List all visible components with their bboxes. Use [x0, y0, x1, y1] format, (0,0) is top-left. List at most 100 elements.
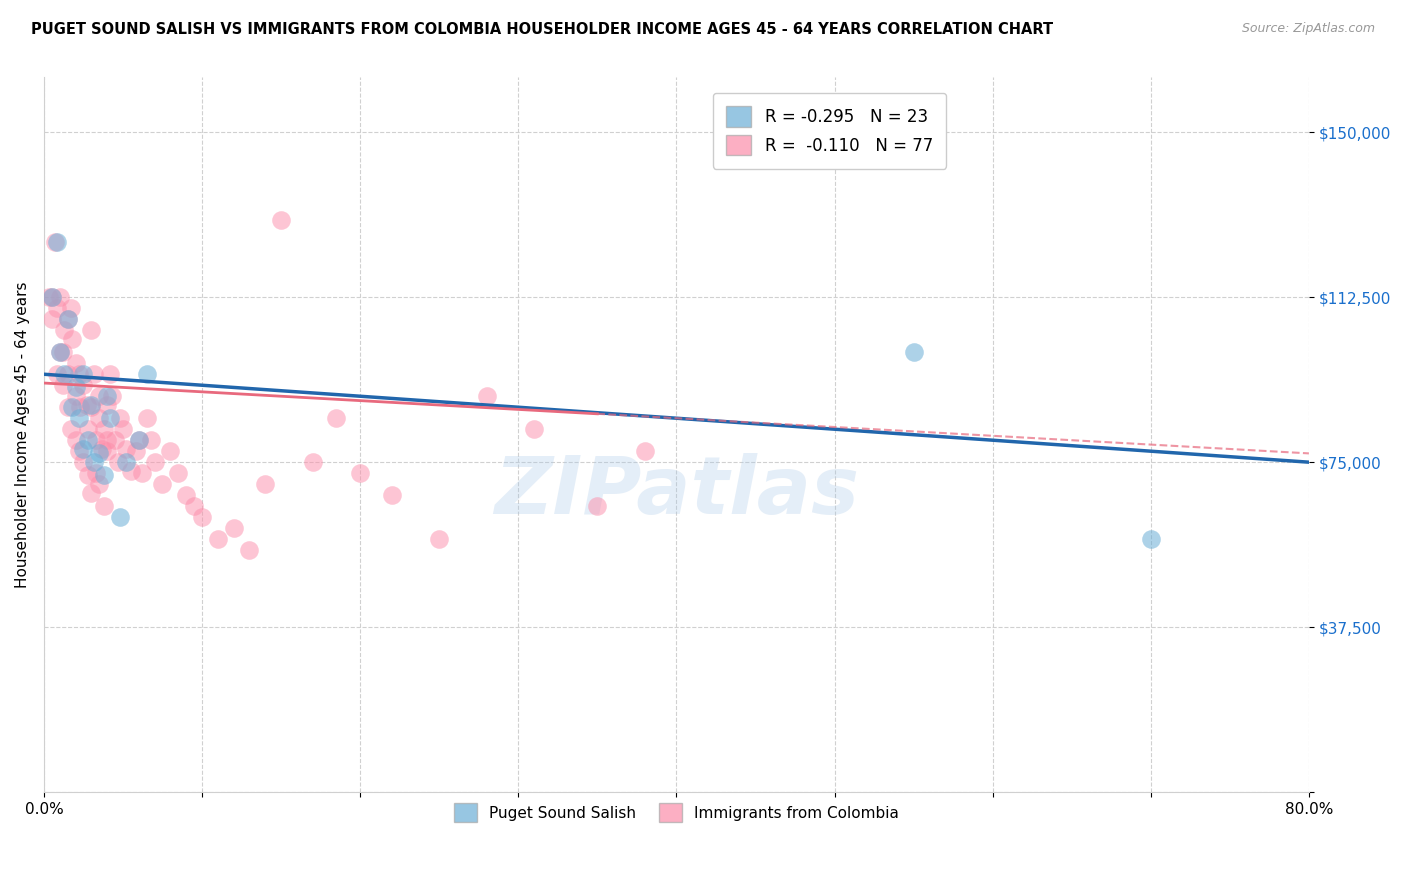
Point	[45, 368, 67, 382]
Point	[1139, 532, 1161, 546]
Point	[41, 290, 63, 304]
Point	[427, 532, 450, 546]
Point	[67, 444, 90, 458]
Point	[76, 398, 98, 412]
Point	[104, 433, 127, 447]
Point	[53, 368, 76, 382]
Point	[41, 312, 63, 326]
Point	[141, 433, 163, 447]
Point	[183, 499, 205, 513]
Point	[349, 466, 371, 480]
Point	[903, 345, 925, 359]
Point	[135, 411, 157, 425]
Point	[128, 433, 150, 447]
Point	[84, 433, 107, 447]
Point	[124, 444, 146, 458]
Point	[44, 235, 66, 250]
Point	[96, 433, 118, 447]
Text: ZIPatlas: ZIPatlas	[494, 453, 859, 531]
Point	[89, 477, 111, 491]
Point	[93, 499, 115, 513]
Point	[83, 455, 105, 469]
Point	[53, 323, 76, 337]
Point	[128, 433, 150, 447]
Point	[96, 398, 118, 412]
Point	[89, 411, 111, 425]
Point	[143, 455, 166, 469]
Point	[222, 521, 245, 535]
Point	[325, 411, 347, 425]
Point	[191, 510, 214, 524]
Point	[60, 332, 83, 346]
Point	[111, 422, 134, 436]
Point	[69, 401, 91, 415]
Point	[59, 301, 82, 316]
Point	[523, 422, 546, 436]
Point	[48, 345, 70, 359]
Point	[108, 411, 131, 425]
Point	[89, 446, 111, 460]
Point	[45, 235, 67, 250]
Point	[107, 455, 129, 469]
Legend: Puget Sound Salish, Immigrants from Colombia: Puget Sound Salish, Immigrants from Colo…	[441, 791, 911, 834]
Point	[38, 290, 60, 304]
Point	[52, 378, 75, 392]
Point	[77, 422, 100, 436]
Point	[115, 442, 138, 456]
Point	[120, 464, 142, 478]
Point	[101, 389, 124, 403]
Point	[238, 543, 260, 558]
Point	[59, 422, 82, 436]
Point	[131, 466, 153, 480]
Point	[80, 486, 103, 500]
Point	[634, 444, 657, 458]
Point	[152, 477, 174, 491]
Point	[270, 213, 292, 227]
Point	[77, 433, 100, 447]
Point	[65, 433, 87, 447]
Point	[254, 477, 277, 491]
Point	[96, 444, 118, 458]
Point	[159, 444, 181, 458]
Point	[72, 442, 94, 456]
Point	[77, 468, 100, 483]
Point	[60, 401, 83, 415]
Point	[65, 380, 87, 394]
Point	[80, 401, 103, 415]
Point	[52, 345, 75, 359]
Point	[96, 389, 118, 403]
Point	[93, 422, 115, 436]
Point	[72, 455, 94, 469]
Point	[67, 411, 90, 425]
Point	[475, 389, 498, 403]
Point	[48, 345, 70, 359]
Text: PUGET SOUND SALISH VS IMMIGRANTS FROM COLOMBIA HOUSEHOLDER INCOME AGES 45 - 64 Y: PUGET SOUND SALISH VS IMMIGRANTS FROM CO…	[31, 22, 1053, 37]
Point	[135, 368, 157, 382]
Point	[108, 510, 131, 524]
Point	[115, 455, 138, 469]
Point	[98, 368, 121, 382]
Point	[93, 468, 115, 483]
Point	[89, 389, 111, 403]
Point	[84, 466, 107, 480]
Point	[80, 323, 103, 337]
Point	[301, 455, 323, 469]
Point	[65, 389, 87, 403]
Point	[56, 312, 79, 326]
Point	[56, 368, 79, 382]
Point	[67, 368, 90, 382]
Point	[207, 532, 229, 546]
Point	[91, 442, 114, 456]
Point	[381, 488, 404, 502]
Point	[72, 368, 94, 382]
Point	[174, 488, 197, 502]
Point	[80, 398, 103, 412]
Y-axis label: Householder Income Ages 45 - 64 years: Householder Income Ages 45 - 64 years	[15, 282, 30, 588]
Point	[167, 466, 190, 480]
Point	[83, 368, 105, 382]
Point	[586, 499, 609, 513]
Text: Source: ZipAtlas.com: Source: ZipAtlas.com	[1241, 22, 1375, 36]
Point	[41, 290, 63, 304]
Point	[56, 312, 79, 326]
Point	[72, 378, 94, 392]
